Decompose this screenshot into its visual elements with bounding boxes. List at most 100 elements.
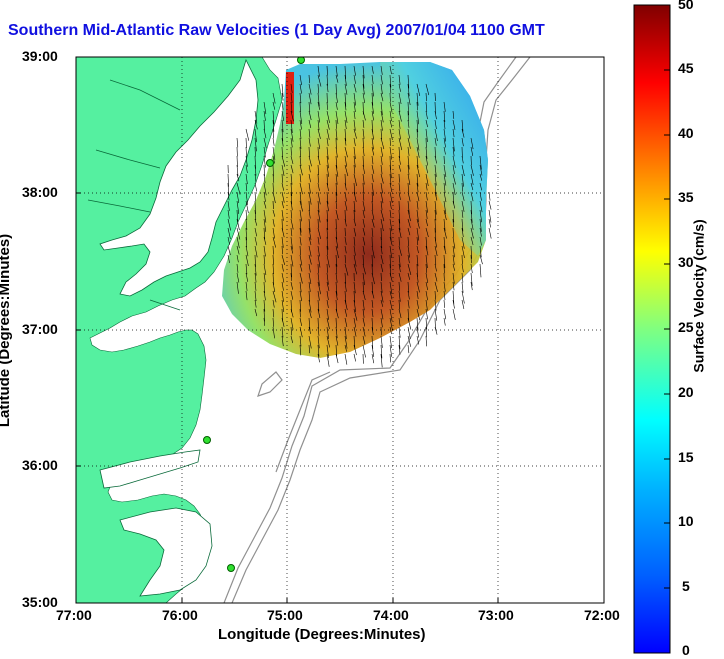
velocity-vector [407,173,411,185]
velocity-vector [371,326,374,335]
velocity-vector [371,344,375,357]
velocity-vector [443,101,446,112]
velocity-vector [245,128,250,141]
velocity-vector [317,245,320,257]
velocity-vector [308,155,312,167]
velocity-vector [299,173,302,183]
velocity-vector [245,164,248,174]
velocity-vector [479,173,483,181]
velocity-vector [425,236,428,250]
velocity-vector [407,326,411,339]
velocity-vector [290,128,294,142]
velocity-vector [353,254,357,267]
velocity-vector [470,245,472,259]
velocity-vector [236,227,241,240]
velocity-vector [317,83,319,94]
velocity-vector [326,335,330,348]
velocity-vector [245,272,249,282]
velocity-vector [290,200,293,211]
velocity-vector [353,344,357,356]
velocity-vector [353,65,356,76]
velocity-vector [470,173,474,185]
radar-stations [203,57,305,572]
velocity-vector [335,101,338,110]
velocity-vector [263,281,265,293]
velocity-vector [425,101,428,112]
velocity-vector [236,155,238,167]
velocity-vector [281,209,284,221]
velocity-vector [236,173,240,182]
velocity-vector [263,164,265,176]
velocity-vector [434,200,437,215]
velocity-vector [398,281,400,291]
velocity-vector [380,254,384,265]
green-circle-icon[interactable] [297,57,305,64]
velocity-vector [371,137,374,150]
velocity-vector [416,182,419,193]
velocity-vector [335,92,338,103]
velocity-vector [389,119,393,128]
velocity-vector [443,128,446,142]
velocity-vector [227,191,230,201]
velocity-vector [425,209,428,219]
velocity-vector [308,218,311,233]
lon-tick: 72:00 [584,607,620,623]
velocity-vector [353,119,356,131]
velocity-vector [407,92,411,106]
velocity-vector [452,155,456,168]
velocity-vector [416,308,421,321]
velocity-vector [362,308,365,318]
velocity-vector [272,245,274,255]
green-circle-icon[interactable] [203,436,211,444]
velocity-vector [416,173,419,187]
velocity-vector [236,191,240,204]
green-circle-icon[interactable] [266,159,274,167]
velocity-vector [281,272,285,283]
velocity-vector [344,218,347,227]
velocity-vector [398,119,401,129]
velocity-vector [272,173,275,183]
velocity-vector [407,200,410,215]
colorbar-tick-label: 45 [678,60,694,76]
velocity-vector [344,182,347,191]
colorbar-tick-label: 5 [682,578,690,594]
velocity-vector [452,200,456,209]
velocity-vector [362,236,366,246]
velocity-vector [434,119,437,130]
velocity-vector [254,290,257,302]
velocity-vector [479,263,482,278]
velocity-vector [326,119,330,130]
velocity-vector [299,128,302,139]
velocity-vector [290,263,292,278]
velocity-vector [245,236,247,248]
velocity-vector [479,191,482,201]
green-circle-icon[interactable] [227,564,235,572]
velocity-vector [326,173,328,186]
velocity-vector [272,299,275,308]
velocity-vector [308,299,312,313]
velocity-vector [335,245,339,259]
velocity-vector [308,254,312,265]
velocity-vector [380,353,383,368]
velocity-vector [344,317,348,327]
velocity-vector [461,191,465,201]
lat-tick: 35:00 [22,594,58,610]
velocity-vector [470,146,474,156]
velocity-vector [353,128,357,139]
velocity-vector [299,137,302,149]
velocity-vector [389,254,391,268]
velocity-vector [398,173,400,183]
albemarle-sound [99,449,201,489]
velocity-vector [380,272,382,282]
velocity-vector [308,173,311,183]
velocity-vector [389,281,393,294]
velocity-vector [272,326,275,339]
colorbar-tick-label: 0 [682,642,690,658]
velocity-vector [272,155,275,164]
velocity-vector [263,110,266,121]
velocity-vector [308,128,311,138]
velocity-vector [425,308,428,320]
velocity-vector [299,290,302,302]
velocity-vector [461,218,464,232]
velocity-vector [371,290,375,299]
